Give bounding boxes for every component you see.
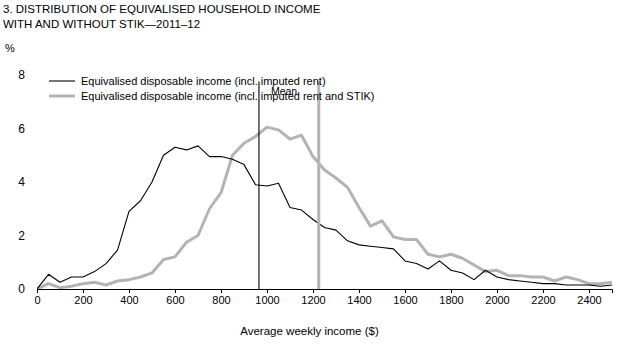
x-tick-mark <box>405 289 406 293</box>
y-tick-label: 2 <box>18 229 25 243</box>
x-tick: 1800 <box>439 289 463 306</box>
mean-line <box>317 81 320 289</box>
x-tick-mark <box>359 289 360 293</box>
x-tick: 2000 <box>485 289 509 306</box>
title-line: 3. DISTRIBUTION OF EQUIVALISED HOUSEHOLD… <box>3 3 321 15</box>
x-tick-label: 2000 <box>485 294 509 306</box>
x-tick-mark <box>221 289 222 293</box>
x-tick: 1200 <box>301 289 325 306</box>
plot-area <box>37 81 612 289</box>
y-tick-label: 6 <box>18 122 25 136</box>
series-line <box>37 146 612 289</box>
x-tick-mark <box>267 289 268 293</box>
y-tick: 0 <box>18 282 37 296</box>
x-tick: 2400 <box>577 289 601 306</box>
x-tick-label: 1600 <box>393 294 417 306</box>
y-tick-label: 4 <box>18 175 25 189</box>
x-tick: 800 <box>212 289 230 306</box>
x-tick-label: 0 <box>34 294 40 306</box>
x-tick-label: 1800 <box>439 294 463 306</box>
x-tick: 600 <box>166 289 184 306</box>
x-tick: 1000 <box>255 289 279 306</box>
legend-label: Equivalised disposable income (incl. imp… <box>81 75 326 87</box>
series-line <box>37 127 612 289</box>
x-tick-mark <box>451 289 452 293</box>
x-tick: 2200 <box>531 289 555 306</box>
y-tick: 4 <box>18 175 37 189</box>
y-tick-label: 0 <box>18 282 25 296</box>
x-axis-title: Average weekly income ($) <box>240 325 379 337</box>
x-axis: 0 200 400 600 800 1000 1200 1400 1600 1800 2000 220… <box>34 289 612 306</box>
x-tick-label: 1400 <box>347 294 371 306</box>
x-tick-mark <box>589 289 590 293</box>
x-tick-label: 1200 <box>301 294 325 306</box>
x-tick-mark <box>175 289 176 293</box>
y-axis-line <box>37 76 38 290</box>
mean-line <box>258 81 259 289</box>
y-tick-label: 8 <box>18 68 25 82</box>
x-tick: 200 <box>74 289 92 306</box>
x-tick: 0 <box>34 289 40 306</box>
title-line: WITH AND WITHOUT STIK—2011–12 <box>3 18 200 30</box>
legend-label: Equivalised disposable income (incl. imp… <box>81 90 374 102</box>
x-tick: 1600 <box>393 289 417 306</box>
x-tick-label: 2200 <box>531 294 555 306</box>
y-tick: 8 <box>18 68 37 82</box>
x-tick: 1400 <box>347 289 371 306</box>
y-axis: 0 2 4 6 8 <box>18 68 37 296</box>
legend-swatch <box>49 95 75 98</box>
legend: Equivalised disposable income (incl. imp… <box>49 75 374 102</box>
y-tick: 2 <box>18 229 37 243</box>
x-tick-mark <box>543 289 544 293</box>
x-tick-mark <box>313 289 314 293</box>
x-tick-label: 200 <box>74 294 92 306</box>
x-tick-mark <box>83 289 84 293</box>
chart-container: 3. DISTRIBUTION OF EQUIVALISED HOUSEHOLD… <box>0 0 619 352</box>
x-axis-line <box>38 290 613 294</box>
chart-svg: 3. DISTRIBUTION OF EQUIVALISED HOUSEHOLD… <box>0 0 619 352</box>
x-tick-label: 600 <box>166 294 184 306</box>
x-tick-mark <box>497 289 498 293</box>
x-tick-mark <box>37 289 38 293</box>
x-tick: 400 <box>120 289 138 306</box>
x-tick-label: 2400 <box>577 294 601 306</box>
x-tick-label: 400 <box>120 294 138 306</box>
x-tick-mark <box>129 289 130 293</box>
x-tick-label: 800 <box>212 294 230 306</box>
x-tick-label: 1000 <box>255 294 279 306</box>
y-axis-title: % <box>5 42 15 54</box>
title: 3. DISTRIBUTION OF EQUIVALISED HOUSEHOLD… <box>3 3 321 30</box>
legend-swatch <box>49 80 75 81</box>
y-tick: 6 <box>18 122 37 136</box>
